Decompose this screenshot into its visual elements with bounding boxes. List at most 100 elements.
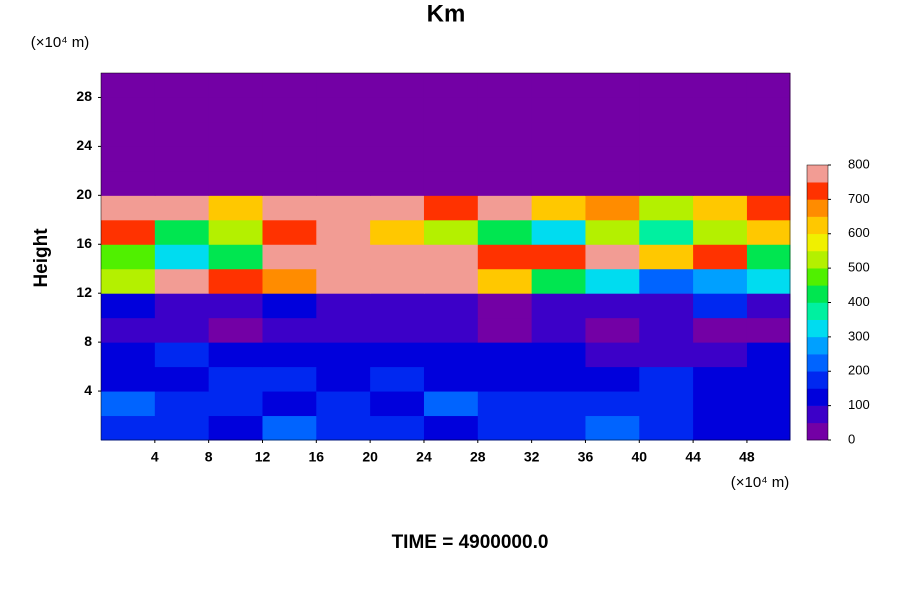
cell [693, 146, 748, 172]
cell [154, 415, 210, 441]
colorbar-tick-label: 300 [848, 328, 870, 343]
cell [531, 268, 586, 294]
cell [746, 293, 791, 319]
cell [639, 268, 694, 294]
colorbar-band [807, 165, 828, 183]
cell [531, 391, 586, 417]
cell [693, 415, 748, 441]
cell [531, 195, 586, 221]
cell [423, 219, 479, 245]
cell [101, 146, 156, 172]
cell [639, 219, 694, 245]
x-unit: (×10⁴ m) [731, 474, 790, 491]
cell [531, 170, 586, 196]
cell [423, 170, 479, 196]
cell [208, 366, 263, 392]
x-tick-label: 16 [309, 449, 325, 465]
cell [746, 195, 791, 221]
cell [746, 170, 791, 196]
cell [262, 219, 317, 245]
colorbar-band [807, 285, 828, 303]
cell [154, 121, 210, 147]
y-tick-label: 16 [76, 235, 92, 251]
cell [262, 268, 317, 294]
cell [639, 293, 694, 319]
cell [746, 415, 791, 441]
cell [531, 73, 586, 98]
cell [208, 170, 263, 196]
cell [262, 97, 317, 123]
cell [693, 73, 748, 98]
cell [693, 219, 748, 245]
cell [101, 121, 156, 147]
cell [208, 293, 263, 319]
cell [262, 170, 317, 196]
cell [316, 121, 371, 147]
colorbar-band [807, 319, 828, 338]
cell [693, 97, 748, 123]
cell [316, 268, 371, 294]
chart-title: Km [427, 0, 466, 27]
cell [477, 293, 533, 319]
cell [208, 73, 263, 98]
x-tick-label: 44 [685, 449, 701, 465]
cell [262, 244, 317, 270]
cell [531, 366, 586, 392]
cell [693, 121, 748, 147]
x-tick-label: 32 [524, 449, 540, 465]
cell [101, 244, 156, 270]
cell [639, 73, 694, 98]
cell [101, 293, 156, 319]
cell [531, 146, 586, 172]
cell [693, 244, 748, 270]
cell [262, 73, 317, 98]
cell [477, 342, 533, 368]
cell [154, 268, 210, 294]
cell [262, 415, 317, 441]
cell [531, 293, 586, 319]
cell [585, 268, 640, 294]
cell [423, 317, 479, 343]
cell [262, 317, 317, 343]
cell [208, 342, 263, 368]
cell [639, 366, 694, 392]
cell [585, 366, 640, 392]
colorbar-band [807, 182, 828, 200]
cell [262, 121, 317, 147]
cell [370, 366, 425, 392]
cell [370, 293, 425, 319]
colorbar-tick-label: 500 [848, 260, 870, 275]
cell [262, 366, 317, 392]
cell [746, 366, 791, 392]
cell [531, 317, 586, 343]
cell [208, 121, 263, 147]
y-tick-label: 4 [84, 382, 92, 398]
cell [101, 219, 156, 245]
cell [477, 146, 533, 172]
cell [154, 195, 210, 221]
cell [639, 244, 694, 270]
cell [477, 195, 533, 221]
cell [477, 317, 533, 343]
cell [154, 146, 210, 172]
cell [585, 342, 640, 368]
cell [154, 219, 210, 245]
cell [154, 342, 210, 368]
colorbar-tick-label: 400 [848, 294, 870, 309]
cell [585, 219, 640, 245]
cell [316, 170, 371, 196]
cell [262, 146, 317, 172]
cell [154, 170, 210, 196]
x-tick-label: 36 [578, 449, 594, 465]
cell [316, 317, 371, 343]
x-tick-label: 4 [151, 449, 159, 465]
cell [693, 195, 748, 221]
cell [693, 342, 748, 368]
cell [208, 415, 263, 441]
footer: TIME = 4900000.0 [392, 532, 549, 553]
cell [693, 170, 748, 196]
plot-frame [100, 72, 791, 441]
cell [531, 415, 586, 441]
cell [639, 121, 694, 147]
